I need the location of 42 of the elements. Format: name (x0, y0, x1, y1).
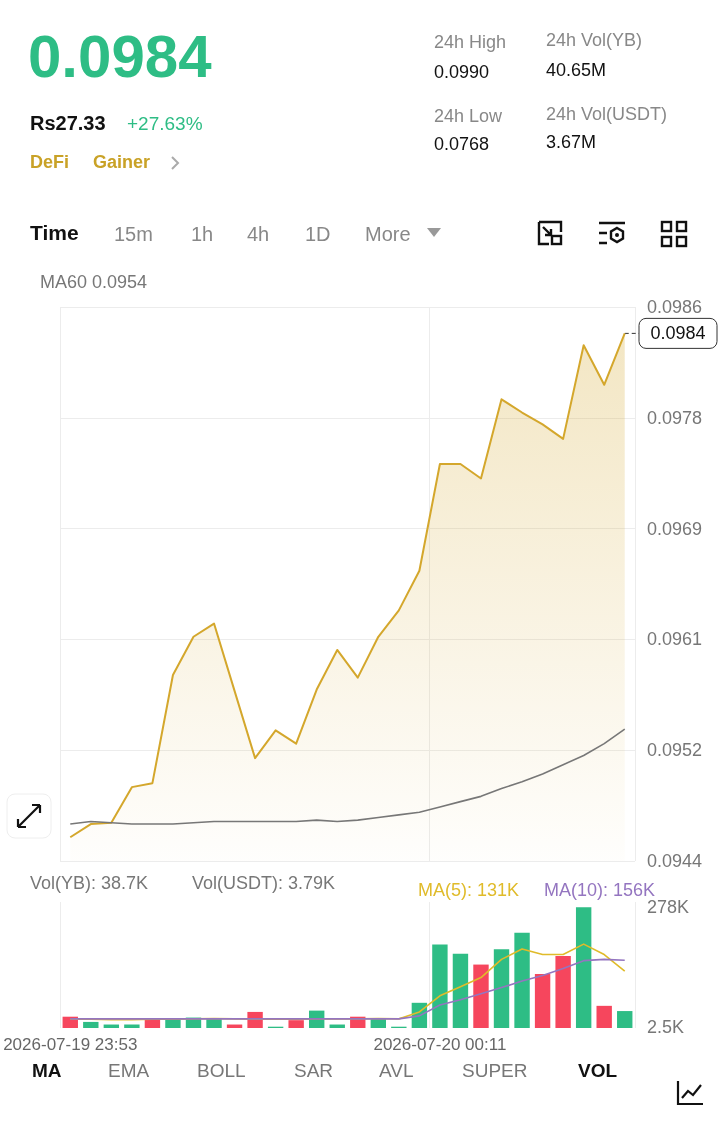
text: Gainer (93, 152, 151, 173)
text: MA(10): 156K (543, 880, 656, 900)
ref-line-label: 0.0984 (650, 323, 706, 344)
y-tick-label: 0.0944 (647, 851, 703, 871)
y-tick-label: 2.5K (647, 1016, 685, 1037)
y-tick-label: 0.0952 (647, 740, 703, 761)
text: AVL (379, 1060, 414, 1082)
x-tick-label: 2026-07-19 23:53 (3, 1035, 138, 1054)
text: 24h Low (434, 106, 503, 127)
text: 24h High (434, 32, 507, 53)
text: 4h (247, 223, 270, 246)
text: Vol(YB): 38.7K (30, 873, 149, 894)
text: BOLL (197, 1060, 246, 1082)
y-tick-label: 0.0978 (647, 407, 703, 428)
text: Vol(USDT): 3.79K (192, 873, 336, 894)
text: 3.67M (546, 132, 597, 153)
text: 15m (114, 223, 153, 246)
y-tick-label: 0.0961 (647, 629, 703, 650)
text: DeFi (30, 152, 70, 173)
text: 40.65M (546, 60, 607, 81)
text: MA60 0.0954 (40, 272, 148, 292)
text: 24h Vol(YB) (546, 30, 643, 51)
text: VOL (578, 1060, 618, 1082)
y-tick-label: 0.0986 (647, 297, 703, 317)
text: SAR (294, 1060, 334, 1082)
chart-title: 0.0984 (28, 22, 212, 91)
text: More (365, 223, 411, 246)
y-tick-label: 278K (647, 897, 690, 918)
text: 24h Vol(USDT) (546, 104, 668, 125)
text: MA(5): 131K (417, 880, 519, 900)
text: Time (30, 221, 79, 245)
text: 0.0768 (434, 134, 490, 155)
text: 0.0990 (434, 62, 490, 83)
text: MA (32, 1060, 62, 1082)
text: EMA (108, 1060, 150, 1082)
text: Rs27.33 (30, 112, 106, 135)
text: +27.63% (127, 113, 203, 135)
x-tick-label: 2026-07-20 00:11 (373, 1035, 507, 1054)
text: 1D (305, 223, 331, 246)
text: 1h (191, 223, 214, 246)
y-tick-label: 0.0969 (647, 518, 703, 539)
text: SUPER (462, 1060, 528, 1082)
